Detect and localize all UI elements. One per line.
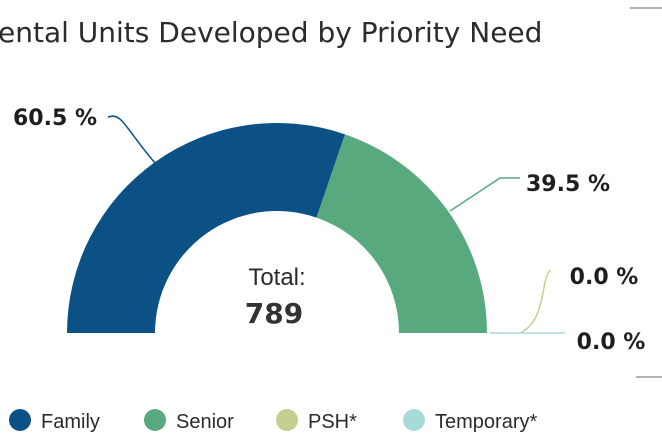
chart-title: ental Units Developed by Priority Need <box>0 16 542 49</box>
center-value: 789 <box>245 297 303 330</box>
value-label: 0.0 % <box>577 330 646 355</box>
leader-line <box>449 177 520 212</box>
segment <box>67 122 346 333</box>
center-label: Total: <box>248 264 305 291</box>
value-label: 39.5 % <box>526 172 610 197</box>
legend-swatch <box>276 409 298 431</box>
segment <box>316 134 487 333</box>
value-label: 0.0 % <box>570 265 639 290</box>
legend-label: PSH* <box>308 411 357 433</box>
leader-line <box>519 269 552 334</box>
legend-swatch <box>403 409 425 431</box>
legend-label: Senior <box>176 411 234 433</box>
legend-swatch <box>9 409 31 431</box>
legend-label: Temporary* <box>435 411 537 433</box>
value-label: 60.5 % <box>13 106 97 131</box>
legend-label: Family <box>41 411 100 433</box>
legend-swatch <box>144 409 166 431</box>
leader-line <box>107 115 156 164</box>
